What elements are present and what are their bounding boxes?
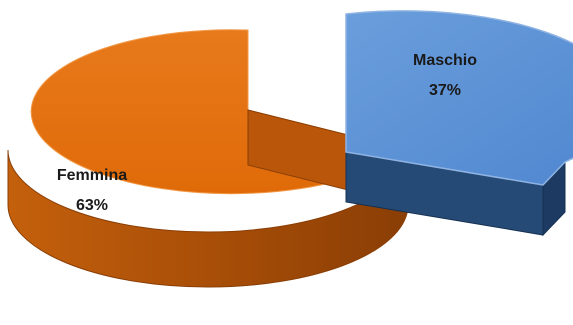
slice-maschio	[345, 10, 573, 237]
slice-label-femmina: Femmina	[57, 167, 127, 184]
slice-value-femmina: 63%	[76, 197, 108, 214]
slice-value-maschio: 37%	[429, 82, 461, 99]
slice-maschio-top	[345, 10, 573, 186]
slice-label-maschio: Maschio	[413, 52, 477, 69]
